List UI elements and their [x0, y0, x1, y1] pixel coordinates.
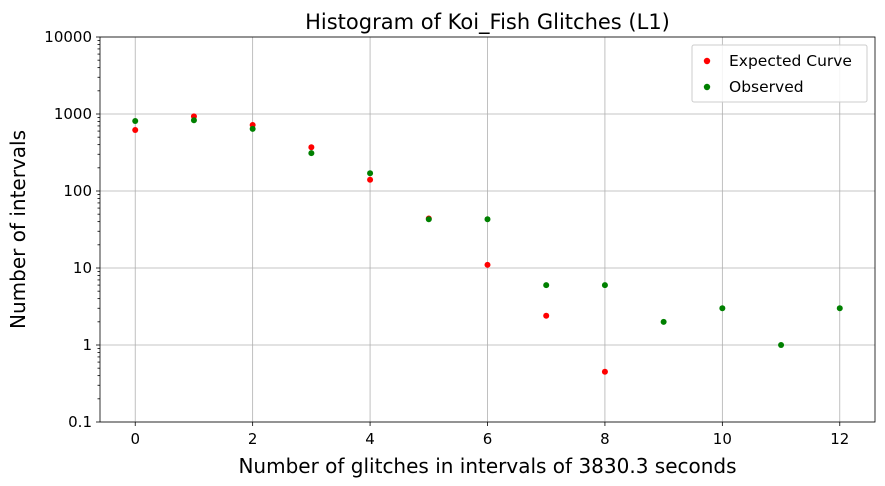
x-tick-label: 6 — [483, 430, 493, 448]
observed-point — [249, 125, 256, 132]
expected-point — [484, 261, 491, 268]
plot-frame — [99, 36, 876, 423]
expected-point — [308, 144, 315, 151]
expected-point — [601, 368, 608, 375]
observed-point — [660, 318, 667, 325]
observed-point — [543, 282, 550, 289]
legend-label-observed: Observed — [729, 78, 804, 96]
x-tick-label: 8 — [600, 430, 610, 448]
legend-marker-expected — [703, 57, 711, 65]
legend: Expected Curve Observed — [691, 44, 868, 103]
observed-point — [719, 305, 726, 312]
x-axis-label: Number of glitches in intervals of 3830.… — [238, 454, 736, 478]
observed-point — [778, 342, 785, 348]
observed-point — [425, 216, 432, 223]
y-axis-label: Number of intervals — [6, 130, 30, 329]
expected-point — [367, 176, 374, 183]
x-tick-label: 12 — [830, 430, 849, 448]
legend-box — [691, 44, 868, 103]
observed-point — [484, 216, 491, 223]
observed-point — [836, 305, 843, 312]
legend-label-expected: Expected Curve — [729, 52, 852, 70]
minor-ticks — [97, 40, 100, 400]
x-tick-label: 4 — [365, 430, 375, 448]
legend-marker-observed — [703, 83, 711, 91]
y-tick-label: 1 — [82, 336, 92, 354]
observed-point — [601, 282, 608, 289]
y-tick-label: 10000 — [44, 28, 92, 46]
y-tick-label: 10 — [73, 259, 92, 277]
chart-title: Histogram of Koi_Fish Glitches (L1) — [305, 10, 670, 35]
y-tick-label: 100 — [63, 182, 92, 200]
y-tick-label: 1000 — [54, 105, 92, 123]
observed-point — [190, 117, 197, 124]
y-tick-label: 0.1 — [68, 413, 92, 431]
observed-point — [132, 118, 139, 125]
expected-point — [543, 312, 550, 319]
observed-point — [367, 170, 374, 177]
axis-ticks: 0 2 4 6 8 10 12 0.1 1 10 100 1000 10000 — [44, 28, 849, 448]
expected-point — [132, 126, 139, 133]
observed-point — [308, 150, 315, 157]
data-points — [132, 113, 843, 375]
x-tick-label: 2 — [248, 430, 258, 448]
x-tick-label: 10 — [713, 430, 732, 448]
x-tick-label: 0 — [130, 430, 140, 448]
